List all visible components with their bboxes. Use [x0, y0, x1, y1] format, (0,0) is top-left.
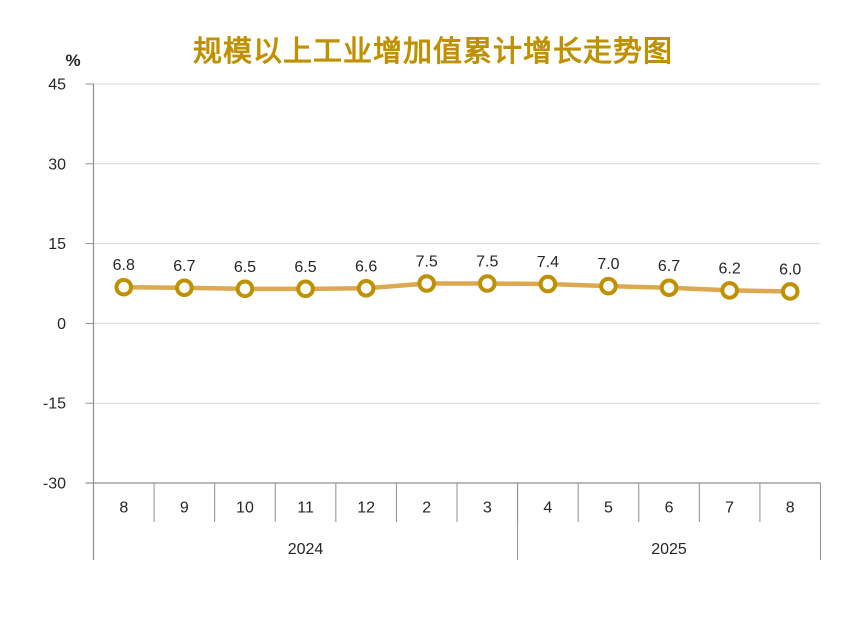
y-tick-label: -30	[43, 476, 66, 493]
y-tick-label: 0	[57, 316, 66, 333]
month-tick-label: 12	[357, 500, 375, 517]
month-tick-label: 2	[422, 500, 431, 517]
data-point-label: 6.8	[113, 257, 135, 274]
y-axis-unit-label: %	[65, 51, 81, 70]
year-label: 2025	[651, 541, 687, 558]
data-point-marker	[780, 282, 800, 301]
data-point-label: 6.5	[234, 259, 256, 276]
month-tick-label: 8	[119, 500, 128, 517]
data-series-line	[121, 281, 793, 294]
data-point-marker	[296, 279, 315, 299]
month-tick-label: 8	[786, 500, 795, 517]
data-point-marker	[114, 277, 134, 297]
y-tick-label: 45	[48, 77, 66, 94]
data-point-marker	[720, 281, 739, 300]
year-label: 2024	[288, 541, 324, 558]
month-tick-label: 4	[543, 500, 552, 517]
data-point-marker	[175, 278, 194, 298]
month-tick-label: 7	[725, 500, 734, 517]
data-point-marker	[538, 274, 558, 294]
data-point-marker	[356, 278, 376, 298]
data-point-marker	[659, 278, 679, 298]
data-point-label: 6.0	[779, 261, 801, 278]
data-point-marker	[599, 276, 618, 296]
month-tick-label: 5	[604, 500, 613, 517]
data-point-label: 7.5	[416, 254, 438, 271]
data-point-marker	[417, 274, 437, 293]
month-tick-label: 6	[665, 500, 674, 517]
month-tick-label: 3	[483, 500, 492, 517]
data-point-label: 7.0	[597, 256, 619, 273]
data-point-marker	[235, 279, 255, 299]
data-point-label: 7.4	[537, 254, 559, 271]
month-tick-label: 10	[236, 500, 254, 517]
chart-title: 规模以上工业增加值累计增长走势图	[192, 36, 673, 68]
y-tick-label: -15	[43, 396, 66, 413]
data-point-label: 6.5	[294, 259, 316, 276]
data-point-label: 6.2	[719, 260, 741, 277]
data-point-label: 6.6	[355, 258, 377, 275]
data-point-label: 6.7	[658, 258, 680, 275]
month-tick-label: 9	[180, 500, 189, 517]
data-point-marker	[477, 274, 497, 293]
data-point-label: 7.5	[476, 254, 498, 271]
month-tick-label: 11	[297, 500, 314, 517]
data-point-label: 6.7	[173, 258, 195, 275]
y-tick-label: 15	[48, 236, 66, 253]
y-tick-label: 30	[48, 156, 66, 173]
